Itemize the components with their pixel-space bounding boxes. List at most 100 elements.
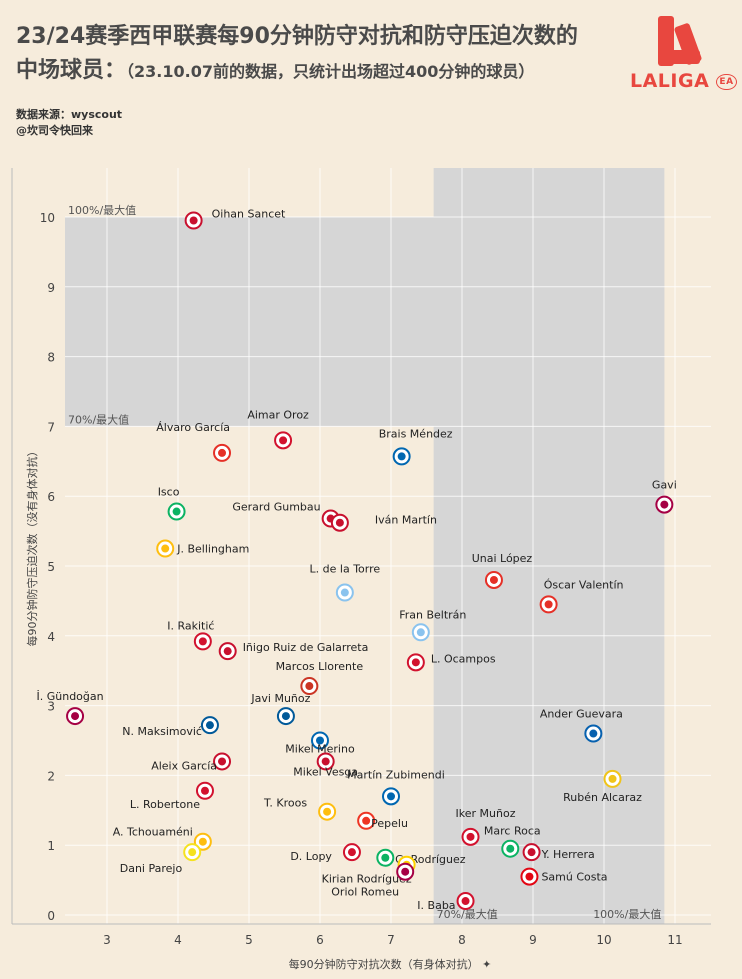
- point-marker-core: [608, 774, 617, 783]
- y-axis-title: 每90分钟防守压迫次数（没有身体对抗）: [25, 446, 39, 647]
- point-marker-core: [335, 518, 344, 527]
- x-tick-label: 7: [387, 933, 395, 947]
- y-tick-label: 10: [40, 211, 55, 225]
- y-tick-label: 8: [47, 351, 55, 365]
- point-marker-core: [416, 628, 425, 637]
- point-label: J. Bellingham: [176, 543, 249, 556]
- point-label: Ander Guevara: [540, 708, 623, 721]
- zone-label-x-max: 100%/最大值: [593, 907, 661, 921]
- point-marker-core: [411, 658, 420, 667]
- point-marker-core: [198, 837, 207, 846]
- y-tick-label: 1: [47, 839, 55, 853]
- point-label: Marcos Llorente: [276, 660, 364, 673]
- point-label: Aimar Oroz: [247, 408, 309, 421]
- point-marker-core: [397, 452, 406, 461]
- zone-label-y-70: 70%/最大值: [68, 412, 129, 426]
- point-label: Óscar Valentín: [544, 578, 624, 591]
- point-marker-core: [466, 832, 475, 841]
- point-marker-core: [305, 682, 314, 691]
- point-label: Marc Roca: [484, 825, 541, 838]
- point-label: Iker Muñoz: [456, 807, 516, 820]
- point-label: Pepelu: [371, 817, 408, 830]
- y-tick-label: 7: [47, 420, 55, 434]
- zone-label-y-max: 100%/最大值: [68, 203, 136, 217]
- point-marker-core: [161, 544, 170, 553]
- point-marker-core: [660, 500, 669, 509]
- y-tick-label: 6: [47, 490, 55, 504]
- point-marker-core: [200, 786, 209, 795]
- x-tick-label: 6: [316, 933, 324, 947]
- source-text: 数据来源：wyscout: [16, 108, 123, 121]
- point-marker-core: [544, 600, 553, 609]
- title-line-1: 23/24赛季西甲联赛每90分钟防守对抗和防守压迫次数的: [16, 24, 578, 49]
- point-label: Kirian Rodríguez: [322, 873, 412, 886]
- x-tick-label: 10: [596, 933, 611, 947]
- x-tick-label: 3: [103, 933, 111, 947]
- point-label: Mikel Merino: [285, 743, 355, 756]
- point-marker-core: [401, 867, 410, 876]
- point-marker-core: [387, 792, 395, 801]
- point-marker-core: [189, 216, 198, 225]
- point-label: Fran Beltrán: [399, 608, 466, 621]
- point-marker-core: [340, 588, 349, 597]
- point-marker-core: [223, 647, 232, 656]
- chart-title: 23/24赛季西甲联赛每90分钟防守对抗和防守压迫次数的 中场球员：（23.10…: [16, 20, 578, 89]
- y-tick-label: 3: [47, 700, 55, 714]
- point-label: L. de la Torre: [310, 563, 381, 576]
- point-label: Iñigo Ruiz de Galarreta: [243, 641, 369, 654]
- point-marker-core: [71, 712, 80, 721]
- y-tick-label: 2: [47, 769, 55, 783]
- point-label: Javi Muñoz: [250, 692, 310, 705]
- x-axis-title: 每90分钟防守对抗次数（有身体对抗） ✦: [289, 957, 492, 971]
- point-label: Brais Méndez: [379, 427, 453, 440]
- point-marker-core: [381, 853, 390, 862]
- point-marker-core: [347, 848, 356, 857]
- point-marker-core: [188, 848, 197, 857]
- point-marker-core: [198, 637, 207, 646]
- point-marker-core: [589, 729, 598, 738]
- x-tick-label: 8: [458, 933, 466, 947]
- logo-wordmark: LALIGA: [630, 70, 710, 92]
- point-marker-core: [527, 848, 536, 857]
- point-label: N. Maksimović: [122, 725, 202, 738]
- point-marker-core: [489, 575, 498, 584]
- point-label: Gavi: [652, 479, 677, 492]
- point-label: Isco: [158, 486, 180, 499]
- point-marker-core: [205, 721, 214, 730]
- point-marker-core: [525, 872, 534, 881]
- point-label: Mikel Vesga: [293, 765, 358, 778]
- laliga-logo-text: LALIGA EA: [630, 70, 737, 92]
- point-label: Martín Zubimendi: [347, 768, 445, 781]
- ea-badge-icon: EA: [716, 73, 737, 90]
- author-text: @坎司令快回来: [16, 124, 93, 137]
- point-label: I. Rakitić: [167, 619, 214, 632]
- point-label: Iván Martín: [375, 514, 437, 527]
- point-label: Rubén Alcaraz: [563, 791, 642, 804]
- point-marker-core: [323, 807, 332, 816]
- point-label: Gerard Gumbau: [232, 501, 320, 514]
- y-tick-label: 0: [47, 909, 55, 923]
- zone-high-duels: [433, 168, 665, 924]
- x-tick-label: 9: [529, 933, 537, 947]
- point-marker-core: [316, 736, 324, 745]
- title-line-2-sub: （23.10.07前的数据，只统计出场超过400分钟的球员）: [126, 62, 535, 81]
- point-label: T. Kroos: [263, 797, 307, 810]
- point-label: I. Baba: [417, 899, 455, 912]
- point-label: Aleix García: [151, 759, 217, 772]
- zone-label-x-70: 70%/最大值: [437, 907, 498, 921]
- y-tick-label: 5: [47, 560, 55, 574]
- point-marker-core: [506, 844, 515, 853]
- point-marker-core: [281, 712, 290, 721]
- point-marker-core: [218, 448, 227, 457]
- point-label: L. Ocampos: [431, 652, 496, 665]
- point-label: Dani Parejo: [120, 862, 183, 875]
- point-marker-core: [279, 436, 288, 445]
- x-tick-label: 4: [174, 933, 182, 947]
- point-label: L. Robertone: [130, 798, 200, 811]
- laliga-logo-icon: [658, 16, 702, 66]
- point-marker-core: [218, 757, 227, 766]
- point-label: Oihan Sancet: [212, 207, 286, 220]
- x-tick-label: 5: [245, 933, 253, 947]
- point-marker-core: [321, 757, 330, 766]
